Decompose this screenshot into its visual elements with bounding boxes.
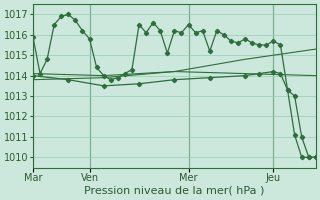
X-axis label: Pression niveau de la mer( hPa ): Pression niveau de la mer( hPa ): [84, 186, 265, 196]
